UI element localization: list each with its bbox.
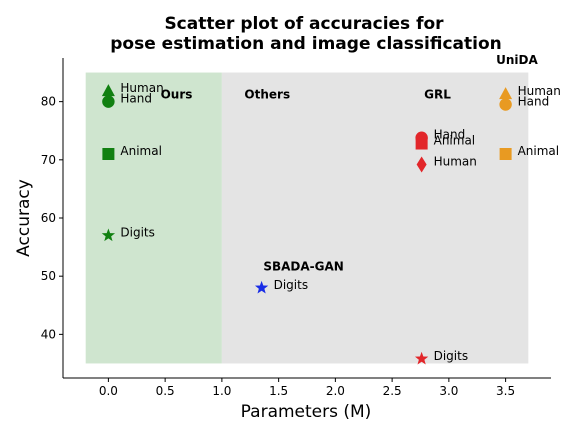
human-point-label: Human — [434, 154, 477, 168]
y-tick-label: 50 — [41, 269, 56, 283]
human-point-label: Human — [518, 84, 561, 98]
region-0 — [85, 72, 222, 364]
chart-title-line-2: pose estimation and image classification — [110, 34, 501, 54]
animal-point-label: Animal — [120, 144, 162, 158]
group-label: GRL — [424, 88, 451, 102]
y-axis-label: Accuracy — [14, 179, 34, 257]
group-label: Others — [244, 88, 290, 102]
y-tick-label: 40 — [41, 327, 56, 341]
group-labels: Ours Others GRL UniDA SBADA-GAN — [161, 53, 539, 274]
digits-point-star — [254, 280, 269, 294]
digits-point-label: Digits — [120, 225, 154, 239]
animal-point-square — [102, 148, 115, 160]
group-label: Ours — [161, 88, 193, 102]
digits-point-star — [414, 351, 429, 365]
animal-point-label: Animal — [518, 144, 560, 158]
animal-point-square — [499, 148, 512, 160]
x-tick-label: 2.5 — [383, 384, 402, 398]
human-point-label: Human — [120, 81, 163, 95]
x-tick-label: 0.5 — [156, 384, 175, 398]
human-point-triangle — [101, 84, 115, 97]
x-tick-label: 3.0 — [439, 384, 458, 398]
x-tick-label: 1.0 — [212, 384, 231, 398]
x-tick-label: 3.5 — [496, 384, 515, 398]
x-tick-label: 2.0 — [326, 384, 345, 398]
hand-point-label: Hand — [434, 128, 466, 142]
series-sbada-gan: Digits — [254, 278, 308, 294]
axes: 0.0 0.5 1.0 1.5 2.0 2.5 3.0 3.5 40 50 60 70 80 — [41, 58, 551, 398]
chart-title: Scatter plot of accuracies for pose esti… — [110, 14, 501, 54]
digits-point-label: Digits — [274, 278, 308, 292]
group-label: SBADA-GAN — [263, 259, 343, 273]
data-points: HumanHandAnimalDigitsDigitsHandAnimalHum… — [101, 81, 561, 365]
group-label: UniDA — [496, 53, 538, 67]
digits-point-star — [101, 228, 116, 242]
background-regions — [85, 72, 529, 364]
region-1 — [221, 72, 529, 364]
x-tick-label: 0.0 — [99, 384, 118, 398]
y-tick-label: 80 — [41, 95, 56, 109]
y-tick-label: 70 — [41, 153, 56, 167]
hand-point-circle — [102, 95, 115, 108]
x-tick-label: 1.5 — [269, 384, 288, 398]
human-point-diamond — [416, 156, 427, 173]
hand-point-circle — [499, 98, 512, 111]
y-tick-label: 60 — [41, 211, 56, 225]
hand-point-label: Hand — [120, 92, 152, 106]
animal-point-label: Animal — [434, 134, 476, 148]
hand-point-label: Hand — [518, 95, 550, 109]
chart-title-line-1: Scatter plot of accuracies for — [164, 14, 444, 34]
digits-point-label: Digits — [434, 349, 468, 363]
animal-point-square — [415, 137, 428, 150]
x-axis-label: Parameters (M) — [241, 402, 372, 422]
human-point-triangle — [499, 87, 513, 100]
